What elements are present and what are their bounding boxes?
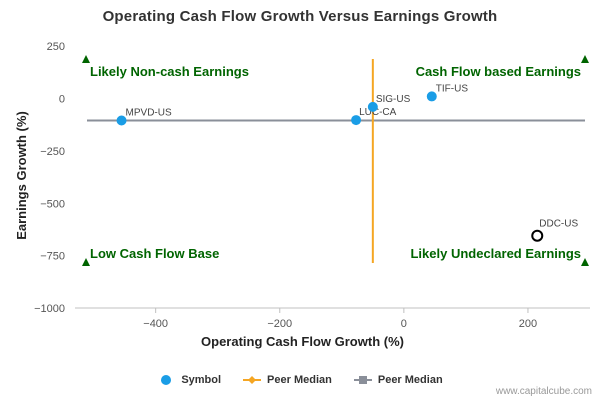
chart-title: Operating Cash Flow Growth Versus Earnin…	[102, 8, 498, 25]
x-tick-label: 0	[401, 318, 407, 330]
legend-item[interactable]: Peer Median	[243, 374, 332, 386]
quadrant-label: Likely Undeclared Earnings	[410, 246, 581, 261]
data-point	[351, 115, 362, 126]
legend-swatch	[353, 376, 372, 384]
legend-swatch	[161, 375, 172, 385]
legend-item[interactable]: Symbol	[157, 374, 221, 386]
data-point-label: SIG-US	[376, 94, 411, 105]
quadrant-label: Cash Flow based Earnings	[416, 64, 581, 79]
y-tick-label: −250	[40, 146, 65, 158]
legend-swatch	[243, 376, 262, 384]
y-tick-label: −1000	[34, 303, 65, 315]
data-point	[531, 229, 544, 242]
quadrant-label: Likely Non-cash Earnings	[90, 64, 249, 79]
data-point-label: TIF-US	[436, 83, 469, 94]
data-point-label: DDC-US	[539, 219, 578, 230]
x-tick-label: −400	[143, 318, 168, 330]
y-tick-label: −500	[40, 198, 65, 210]
legend: Symbol Peer Median Peer Median	[0, 374, 600, 386]
x-tick-label: 200	[519, 318, 537, 330]
legend-label: Peer Median	[377, 374, 443, 386]
x-axis-title: Operating Cash Flow Growth (%)	[201, 334, 404, 349]
quadrant-label: Low Cash Flow Base	[90, 246, 219, 261]
quadrant-marker-triangle	[581, 55, 589, 63]
y-tick-label: −750	[40, 251, 65, 263]
y-tick-label: 0	[59, 94, 65, 106]
data-point	[367, 101, 378, 112]
y-axis-title: Earnings Growth (%)	[14, 111, 29, 240]
legend-item[interactable]: Peer Median	[353, 374, 443, 386]
legend-label: Peer Median	[267, 374, 332, 386]
x-tick-label: −200	[267, 318, 292, 330]
quadrant-marker-triangle	[82, 55, 90, 63]
quadrant-marker-triangle	[82, 258, 90, 266]
data-point-label: LUC-CA	[359, 107, 397, 118]
footer-url: www.capitalcube.com	[495, 386, 592, 397]
data-point	[116, 115, 127, 126]
data-point-label: MPVD-US	[126, 108, 172, 119]
data-point	[426, 91, 437, 102]
legend-label: Symbol	[181, 374, 222, 386]
quadrant-marker-triangle	[581, 258, 589, 266]
y-tick-label: 250	[47, 41, 65, 53]
